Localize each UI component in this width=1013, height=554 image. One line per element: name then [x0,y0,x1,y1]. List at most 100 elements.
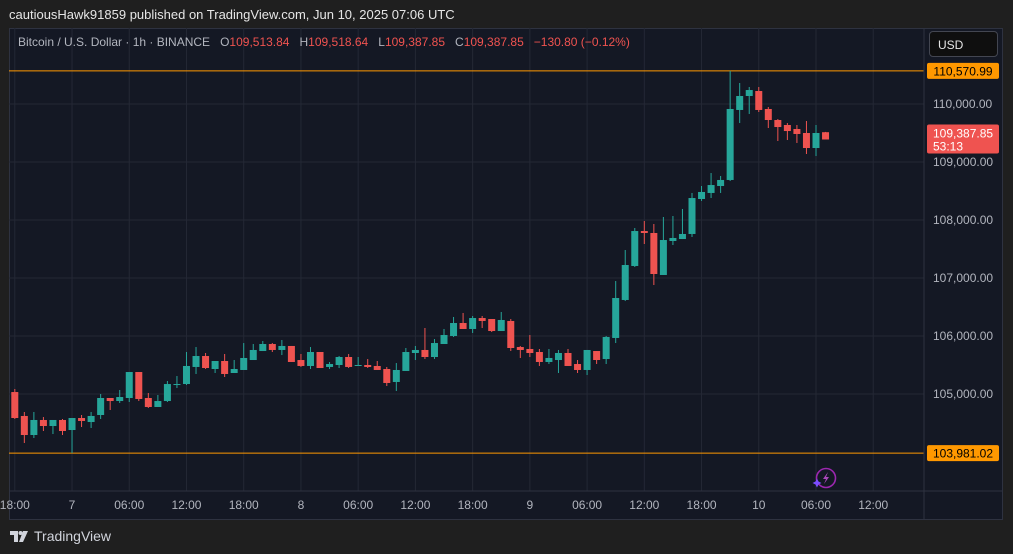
candle-down [364,365,372,367]
grid [9,28,924,491]
bar-countdown-label: 53:13 [933,140,963,154]
candle-up [717,179,725,187]
candle-up [125,372,133,399]
time-tick-label: 12:00 [629,498,659,512]
candle-down [345,356,353,367]
candle-down [526,348,534,353]
candle-up [469,318,477,329]
candle-down [488,319,496,332]
candle-up [707,185,715,193]
close-value: 109,387.85 [463,35,524,49]
candle-up [192,356,200,367]
time-tick-label: 18:00 [458,498,488,512]
candle-up [621,265,629,300]
price-tick-label: 108,000.00 [933,213,993,227]
candle-up [678,233,686,240]
candle-down [373,365,381,370]
published-caption: cautiousHawk91859 published on TradingVi… [9,7,455,22]
candle-up [249,349,257,361]
candle-up [602,336,610,360]
candle-up [440,335,448,345]
time-tick-label: 06:00 [801,498,831,512]
candle-up [116,397,124,402]
candle-up [659,240,667,275]
price-line-badge [927,445,999,462]
candle-up [211,360,219,370]
candle-up [354,365,362,366]
candle-down [755,91,763,110]
time-tick-label: 12:00 [171,498,201,512]
candle-down [78,418,86,421]
candle-up [87,415,95,423]
candle-up [49,419,57,427]
candle-up [326,364,334,367]
price-tick-label: 109,000.00 [933,155,993,169]
candle-up [154,401,162,407]
candle-up [688,198,696,234]
candle-down [574,364,582,370]
candle-down [535,352,543,362]
time-tick-label: 12:00 [400,498,430,512]
time-tick-label: 10 [752,498,766,512]
candle-up [240,357,248,370]
low-label: L [378,35,385,49]
lightning-bolt-icon[interactable] [812,467,837,489]
time-tick-label: 7 [69,498,76,512]
candle-up [402,352,410,371]
candle-up [182,365,190,385]
candle-down [268,344,276,350]
candle-up [230,369,238,374]
candle-up [583,349,591,370]
candle-down [144,398,152,407]
price-tick-label: 107,000.00 [933,271,993,285]
ohlc-legend: Bitcoin / U.S. Dollar · 1h · BINANCE O10… [18,35,630,49]
high-label: H [299,35,309,49]
candle-down [287,345,295,362]
time-axis: 18:00 7 06:00 12:00 18:00 8 06:00 12:00 18:00 9 06… [0,498,889,512]
candle-up [335,356,343,365]
candle-up [745,90,753,96]
price-tick-label: 106,000.00 [933,329,993,343]
candle-up [68,418,76,431]
time-tick-label: 06:00 [114,498,144,512]
candle-up [450,323,458,336]
close-label: C [455,35,464,49]
candle-up [497,319,505,332]
candle-down [135,372,143,399]
candle-up [97,398,105,415]
candles [11,70,830,454]
high-value: 109,518.64 [308,35,369,49]
low-value: 109,387.85 [384,35,445,49]
candle-up [430,343,438,357]
price-axis: 110,000.00 109,000.00 108,000.00 107,000.00… [933,97,993,401]
candle-up [812,133,820,149]
candle-down [383,369,391,383]
open-label: O [220,35,230,49]
candle-down [516,347,524,350]
time-tick-label: 06:00 [572,498,602,512]
time-tick-label: 18:00 [687,498,717,512]
candle-down [764,108,772,121]
candle-down [793,128,801,134]
candle-down [802,133,810,149]
candle-up [698,191,706,200]
price-line-label: 110,570.99 [933,64,992,78]
candle-up [30,419,38,436]
open-value: 109,513.84 [229,35,290,49]
candle-down [11,392,19,419]
currency-button[interactable]: USD [929,31,998,57]
symbol-label[interactable]: Bitcoin / U.S. Dollar · 1h · BINANCE [18,35,211,49]
candle-down [774,120,782,128]
time-tick-label: 18:00 [229,498,259,512]
chart-panel[interactable] [9,28,1003,520]
candle-up [736,95,744,110]
candle-up [669,237,677,241]
candle-up [726,108,734,180]
change-value: −130.80 (−0.12%) [533,35,630,49]
price-line-label: 103,981.02 [933,447,993,461]
candle-down [106,398,114,402]
time-tick-label: 12:00 [858,498,888,512]
candle-down [822,132,830,140]
